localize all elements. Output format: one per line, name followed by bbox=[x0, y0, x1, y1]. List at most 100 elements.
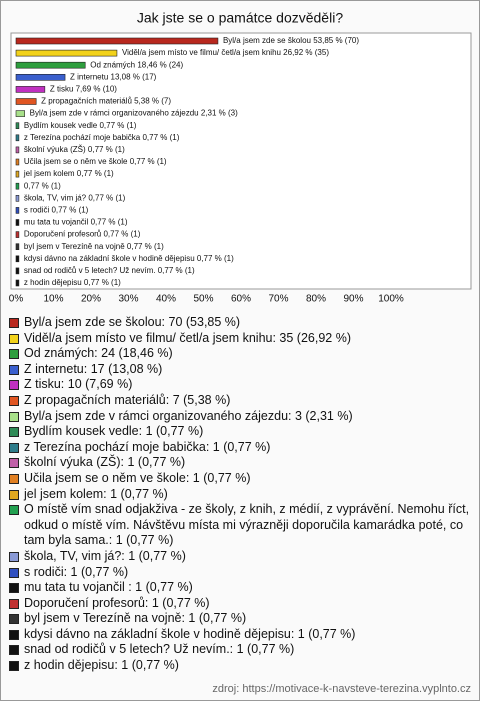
legend-item: Bydlím kousek vedle: 1 (0,77 %) bbox=[9, 424, 471, 440]
x-tick-label: 10% bbox=[43, 294, 63, 305]
bar bbox=[15, 182, 20, 190]
legend-item: z Terezína pochází moje babička: 1 (0,77… bbox=[9, 440, 471, 456]
bar-label: byl jsem v Terezíně na vojně 0,77 % (1) bbox=[24, 242, 164, 251]
bar bbox=[15, 110, 25, 117]
legend-item: Z internetu: 17 (13,08 %) bbox=[9, 362, 471, 378]
x-tick-label: 100% bbox=[378, 294, 404, 305]
legend-swatch bbox=[9, 349, 19, 360]
x-tick-label: 50% bbox=[193, 294, 213, 305]
bar-label: Od známých 18,46 % (24) bbox=[90, 60, 183, 69]
legend-swatch bbox=[9, 458, 19, 469]
x-tick-label: 20% bbox=[81, 294, 101, 305]
bar bbox=[15, 219, 20, 226]
bar-label: Z tisku 7,69 % (10) bbox=[50, 85, 117, 94]
bar bbox=[15, 279, 20, 287]
legend-swatch bbox=[9, 661, 19, 672]
bar bbox=[15, 267, 20, 275]
bar bbox=[15, 134, 20, 142]
bar-label: školní výuka (ZŠ) 0,77 % (1) bbox=[24, 145, 125, 154]
legend-item: z hodin dějepisu: 1 (0,77 %) bbox=[9, 658, 471, 674]
x-tick-label: 80% bbox=[306, 294, 326, 305]
legend-label: školní výuka (ZŠ): 1 (0,77 %) bbox=[24, 455, 186, 470]
legend-swatch bbox=[9, 427, 19, 438]
bar-label: Byl/a jsem zde se školou 53,85 % (70) bbox=[223, 36, 359, 45]
legend-item: Viděl/a jsem místo ve filmu/ četl/a jsem… bbox=[9, 331, 471, 347]
bar bbox=[15, 61, 86, 69]
x-tick-label: 60% bbox=[231, 294, 251, 305]
bar-label: Bydlím kousek vedle 0,77 % (1) bbox=[24, 121, 137, 130]
legend-swatch bbox=[9, 333, 19, 344]
bar bbox=[15, 195, 20, 202]
legend-label: z hodin dějepisu: 1 (0,77 %) bbox=[24, 658, 179, 673]
legend-item: byl jsem v Terezíně na vojně: 1 (0,77 %) bbox=[9, 611, 471, 627]
x-tick-label: 40% bbox=[156, 294, 176, 305]
legend-swatch bbox=[9, 489, 19, 500]
bar-label: škola, TV, vim já? 0,77 % (1) bbox=[24, 193, 126, 202]
plot-frame bbox=[10, 32, 472, 290]
chart: Jak jste se o památce dozvěděli? 0% 10% 20… bbox=[9, 10, 472, 305]
bar bbox=[15, 207, 20, 214]
bar bbox=[15, 49, 118, 57]
legend-label: byl jsem v Terezíně na vojně: 1 (0,77 %) bbox=[24, 611, 247, 626]
bar-label: 0,77 % (1) bbox=[24, 181, 61, 190]
bar-label: s rodiči 0,77 % (1) bbox=[24, 206, 89, 215]
legend-item: s rodiči: 1 (0,77 %) bbox=[9, 565, 471, 581]
bar-label: mu tata tu vojančil 0,77 % (1) bbox=[24, 218, 128, 227]
legend-item: Od známých: 24 (18,46 %) bbox=[9, 346, 471, 362]
legend-item: Z tisku: 10 (7,69 %) bbox=[9, 377, 471, 393]
bar-label: jel jsem kolem 0,77 % (1) bbox=[23, 169, 114, 178]
legend-swatch bbox=[9, 395, 19, 406]
legend-item: škola, TV, vim já?: 1 (0,77 %) bbox=[9, 549, 471, 565]
bar bbox=[15, 158, 20, 166]
bar bbox=[15, 98, 37, 105]
legend-swatch bbox=[9, 567, 19, 578]
legend-swatch bbox=[9, 364, 19, 375]
legend-swatch bbox=[9, 598, 19, 609]
legend-swatch bbox=[9, 645, 19, 656]
legend-swatch bbox=[9, 411, 19, 422]
legend-label: snad od rodičů v 5 letech? Už nevím.: 1 … bbox=[24, 642, 295, 657]
legend-label: Z internetu: 17 (13,08 %) bbox=[24, 361, 163, 376]
bar-label: Byl/a jsem zde v rámci organizovaného zá… bbox=[30, 109, 238, 118]
legend-label: Z propagačních materiálů: 7 (5,38 %) bbox=[24, 392, 231, 407]
legend-label: Byl/a jsem zde v rámci organizovaného zá… bbox=[24, 408, 353, 423]
bar-label: Z propagačních materiálů 5,38 % (7) bbox=[41, 97, 171, 106]
legend-item: snad od rodičů v 5 letech? Už nevím.: 1 … bbox=[9, 642, 471, 658]
bar bbox=[15, 243, 20, 250]
legend-label: Doporučení profesorů: 1 (0,77 %) bbox=[24, 595, 210, 610]
legend: Byl/a jsem zde se školou: 70 (53,85 %) Vi… bbox=[9, 315, 471, 674]
legend-item: Byl/a jsem zde se školou: 70 (53,85 %) bbox=[9, 315, 471, 331]
x-tick-label: 0% bbox=[9, 294, 24, 305]
legend-item: mu tata tu vojančil : 1 (0,77 %) bbox=[9, 580, 471, 596]
legend-label: z Terezína pochází moje babička: 1 (0,77… bbox=[24, 439, 271, 454]
legend-label: O místě vím snad odjakživa - ze školy, z… bbox=[24, 502, 470, 548]
bar-label: z Terezína pochází moje babička 0,77 % (… bbox=[24, 133, 180, 142]
legend-item: kdysi dávno na základní škole v hodině d… bbox=[9, 627, 471, 643]
bar-label: Učila jsem se o něm ve škole 0,77 % (1) bbox=[24, 157, 167, 166]
legend-item: O místě vím snad odjakživa - ze školy, z… bbox=[9, 502, 471, 549]
bar bbox=[15, 170, 20, 178]
legend-label: Od známých: 24 (18,46 %) bbox=[24, 346, 173, 361]
legend-swatch bbox=[9, 614, 19, 625]
bar bbox=[15, 74, 66, 81]
legend-swatch bbox=[9, 380, 19, 391]
legend-swatch bbox=[9, 442, 19, 453]
legend-label: škola, TV, vim já?: 1 (0,77 %) bbox=[24, 548, 186, 563]
bar-label: Doporučení profesorů 0,77 % (1) bbox=[24, 230, 141, 239]
legend-item: Z propagačních materiálů: 7 (5,38 %) bbox=[9, 393, 471, 409]
bar bbox=[15, 122, 20, 129]
bar-label: Viděl/a jsem místo ve filmu/ četl/a jsem… bbox=[122, 48, 329, 57]
legend-swatch bbox=[9, 551, 19, 562]
x-tick-label: 90% bbox=[343, 294, 363, 305]
legend-swatch bbox=[9, 318, 19, 328]
bar bbox=[15, 146, 20, 154]
legend-label: jel jsem kolem: 1 (0,77 %) bbox=[24, 486, 168, 501]
legend-label: Viděl/a jsem místo ve filmu/ četl/a jsem… bbox=[24, 330, 351, 345]
bar bbox=[15, 37, 219, 45]
chart-title: Jak jste se o památce dozvěděli? bbox=[137, 10, 343, 26]
legend-label: s rodiči: 1 (0,77 %) bbox=[24, 564, 129, 579]
bar-label: Z internetu 13,08 % (17) bbox=[70, 72, 157, 81]
bar bbox=[15, 231, 20, 238]
legend-label: mu tata tu vojančil : 1 (0,77 %) bbox=[24, 580, 193, 595]
